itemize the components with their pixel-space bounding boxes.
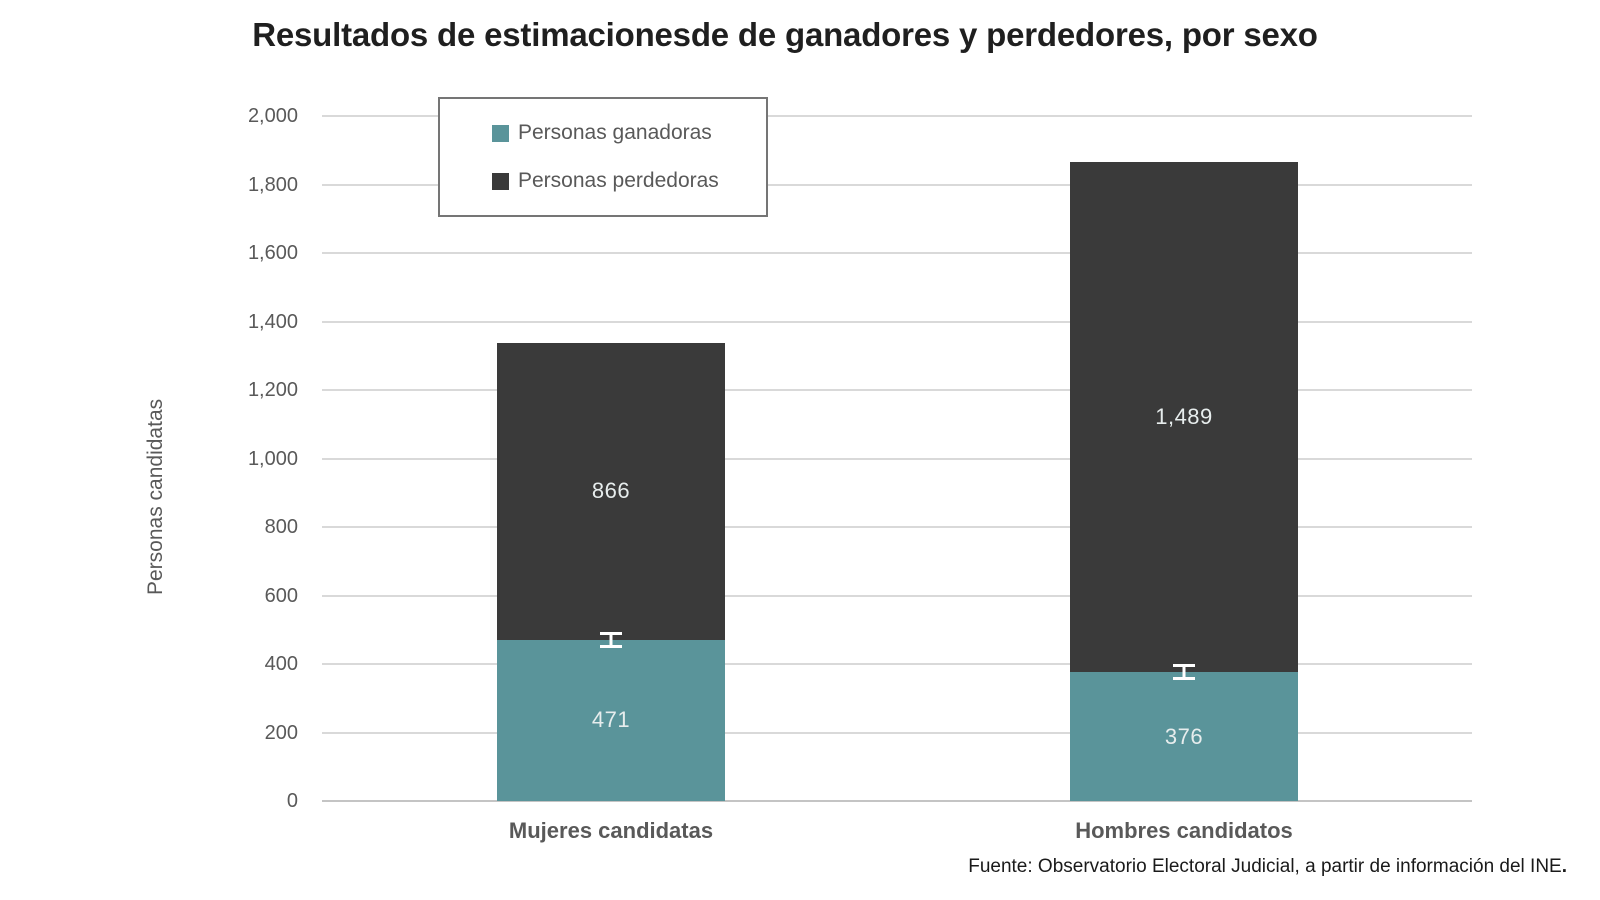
gridline-2000: [322, 115, 1472, 117]
gridline-1200: [322, 389, 1472, 391]
bar-value-label: 866: [591, 478, 631, 504]
y-tick-1400: 1,400: [247, 310, 298, 333]
legend-label-perdedoras: Personas perdedoras: [518, 169, 719, 192]
x-category-label-0: Mujeres candidatas: [508, 818, 714, 843]
y-axis-label-text: Personas candidatas: [144, 398, 167, 595]
y-tick-200: 200: [264, 721, 298, 744]
legend-swatch-ganadoras-icon: [492, 124, 509, 142]
chart-title: Resultados de estimacionesde de ganadore…: [252, 16, 1318, 53]
legend-label-ganadoras: Personas ganadoras: [518, 121, 712, 144]
gridline-800: [322, 526, 1472, 528]
y-tick-1600: 1,600: [247, 242, 298, 264]
source-note-text: Fuente: Observatorio Electoral Judicial,…: [968, 856, 1562, 877]
legend-swatch-perdedoras-icon: [492, 172, 509, 190]
y-tick-1000: 1,000: [247, 447, 298, 470]
gridline-400: [322, 663, 1472, 665]
gridline-1400: [322, 320, 1472, 323]
bar-0-segment-0: 471: [497, 639, 725, 801]
gridline-1600: [322, 252, 1472, 254]
y-tick-600: 600: [264, 584, 298, 607]
legend-item-perdedoras: Personas perdedoras: [492, 169, 766, 193]
y-tick-1200: 1,200: [247, 379, 298, 401]
y-tick-1800: 1,800: [247, 173, 298, 196]
gridline-1800: [322, 183, 1472, 186]
gridline-200: [322, 731, 1472, 734]
y-tick-2000: 2,000: [247, 105, 298, 127]
legend-item-ganadoras: Personas ganadoras: [492, 121, 766, 145]
bar-value-label: 376: [1164, 723, 1204, 749]
bar-0-segment-1: 866: [497, 343, 725, 640]
error-bar-0: [600, 631, 622, 648]
source-note-period: .: [1561, 856, 1567, 877]
x-category-label-1: Hombres candidatos: [1075, 818, 1293, 843]
y-tick-400: 400: [264, 653, 298, 675]
y-tick-0: 0: [286, 790, 298, 812]
bar-value-label: 471: [591, 707, 631, 733]
bar-value-label: 1,489: [1155, 404, 1213, 430]
gridline-1000: [322, 457, 1472, 460]
gridline-600: [322, 594, 1472, 597]
gridline-0: [322, 800, 1472, 802]
y-tick-800: 800: [264, 516, 298, 538]
bar-1-segment-1: 1,489: [1070, 162, 1298, 673]
source-note: Fuente: Observatorio Electoral Judicial,…: [968, 856, 1567, 878]
error-bar-1: [1173, 664, 1195, 681]
legend: Personas ganadoras Personas perdedoras: [438, 97, 768, 217]
bar-1-segment-0: 376: [1070, 672, 1298, 801]
